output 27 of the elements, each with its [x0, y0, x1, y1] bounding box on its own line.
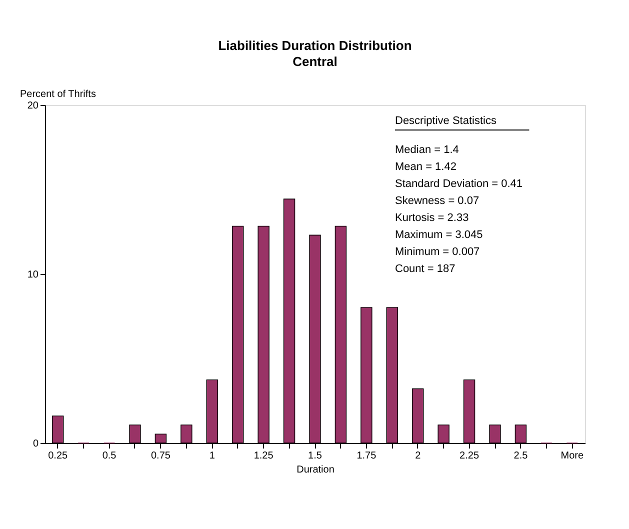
- annotation: Count = 187: [395, 263, 456, 275]
- annotation: Skewness = 0.07: [395, 195, 480, 207]
- x-tick-label: 2.5: [514, 450, 528, 462]
- chart-subtitle: Central: [292, 54, 338, 69]
- annotation: Minimum = 0.007: [395, 246, 480, 258]
- chart-title: Liabilities Duration Distribution: [218, 38, 412, 53]
- annotation: Maximum = 3.045: [395, 229, 483, 241]
- x-tick-label: 0.25: [48, 450, 68, 462]
- annotation: Descriptive Statistics: [395, 115, 497, 127]
- annotation: Mean = 1.42: [395, 161, 456, 173]
- x-axis-title: Duration: [296, 464, 334, 476]
- x-tick-label: More: [560, 450, 584, 462]
- annotation: Median = 1.4: [395, 144, 459, 156]
- x-tick-label: 1.75: [356, 450, 377, 462]
- annotation: Standard Deviation = 0.41: [395, 178, 523, 190]
- x-tick-label: 2.25: [460, 450, 480, 462]
- x-tick-label: 1.25: [254, 450, 274, 462]
- x-tick-label: 2: [415, 450, 422, 462]
- y-tick-label: 10: [27, 270, 39, 280]
- x-tick-label: 0.5: [102, 450, 117, 462]
- x-tick-label: 1.5: [308, 450, 322, 462]
- annotation: Kurtosis = 2.33: [395, 212, 469, 224]
- y-axis-title: Percent of Thrifts: [20, 89, 96, 100]
- x-tick-label: 0.75: [150, 450, 171, 462]
- y-tick-label: 0: [32, 438, 39, 450]
- y-tick-label: 20: [27, 100, 39, 112]
- x-tick-label: 1: [209, 450, 216, 462]
